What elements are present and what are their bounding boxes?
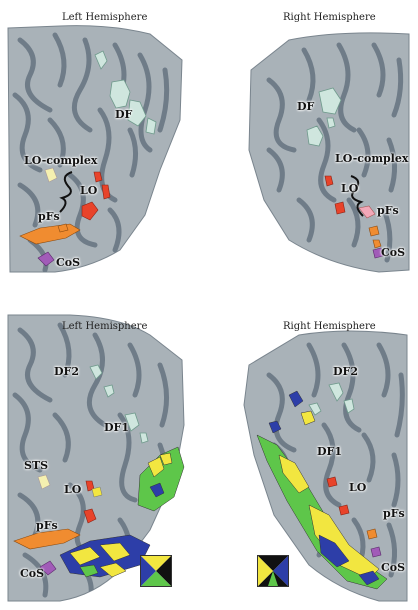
label-df1: DF1 [104, 421, 130, 434]
lo-complex-bracket [350, 175, 364, 217]
label-cos: CoS [56, 256, 81, 269]
sts-region [44, 167, 58, 183]
panel-top-left-hemisphere: Left Hemisphere DF LO-complex LO pFs CoS [0, 0, 209, 305]
cortex-map-top-left [7, 25, 183, 273]
polar-angle-wheel-left [140, 555, 172, 587]
polar-angle-wheel-right [257, 555, 289, 587]
lo-yellow-region [91, 486, 103, 498]
df-region [308, 382, 355, 416]
lo-region [326, 476, 350, 516]
label-df1: DF1 [317, 445, 343, 458]
cos-region [372, 247, 384, 259]
label-pfs: pFs [377, 204, 399, 217]
label-lo: LO [349, 481, 367, 494]
hemisphere-title: Right Hemisphere [283, 12, 376, 23]
panel-top-right-hemisphere: Right Hemisphere DF LO-complex LO pFs Co… [209, 0, 418, 305]
hemisphere-title: Left Hemisphere [62, 12, 148, 23]
df-region [94, 50, 157, 135]
hemisphere-title: Right Hemisphere [283, 321, 376, 332]
pfs-region [358, 205, 376, 219]
pfs-region [13, 528, 81, 550]
label-sts: STS [24, 459, 49, 472]
label-lo: LO [64, 483, 82, 496]
label-df2: DF2 [333, 365, 359, 378]
label-pfs: pFs [383, 507, 405, 520]
df-region [306, 87, 342, 147]
cortex-map-bottom-right [243, 330, 408, 602]
sts-region [37, 474, 51, 490]
panel-bottom-left-hemisphere: Left Hemisphere DF2 DF1 STS LO pFs CoS [0, 305, 209, 610]
label-pfs: pFs [38, 210, 60, 223]
pfs-region [19, 223, 81, 245]
pfs-region [366, 528, 378, 540]
label-df2: DF2 [54, 365, 80, 378]
label-df: DF [297, 100, 315, 113]
cortex-map-bottom-left [7, 314, 185, 602]
lo-region [324, 175, 346, 215]
label-lo-complex: LO-complex [24, 154, 98, 167]
lo-complex-bracket [59, 171, 73, 213]
label-pfs: pFs [36, 519, 58, 532]
label-cos: CoS [381, 246, 406, 259]
cos-region [370, 546, 382, 558]
lo-region [81, 171, 111, 221]
pfs-orange-region [368, 225, 382, 249]
cos-region [37, 251, 55, 267]
panel-bottom-right-hemisphere: Right Hemisphere DF2 DF1 LO pFs CoS [209, 305, 418, 610]
label-df: DF [115, 108, 133, 121]
cortex-map-top-right [248, 32, 410, 273]
label-lo: LO [341, 182, 359, 195]
label-lo-complex: LO-complex [335, 152, 409, 165]
label-lo: LO [80, 184, 98, 197]
cos-region [39, 560, 57, 576]
label-cos: CoS [381, 561, 406, 574]
df-region [89, 364, 149, 444]
label-cos: CoS [20, 567, 45, 580]
retinotopic-maps [256, 390, 388, 590]
retinotopic-maps [59, 446, 185, 578]
hemisphere-title: Left Hemisphere [62, 321, 148, 332]
